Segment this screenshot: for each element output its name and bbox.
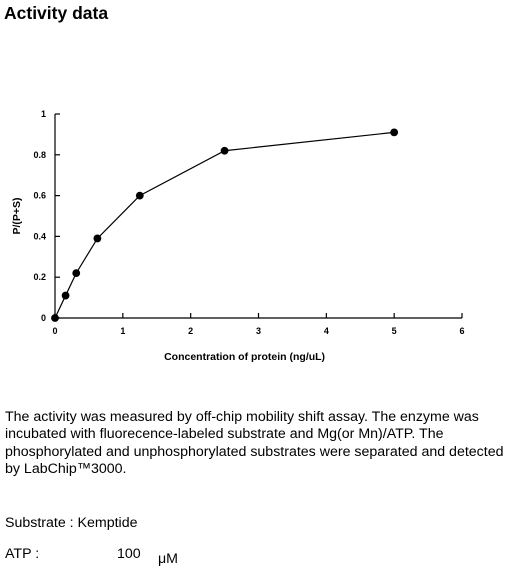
y-tick-label: 0.2: [33, 272, 46, 282]
data-point: [220, 146, 229, 155]
x-axis-ticks: 0 1 2 3 4 5 6: [52, 313, 465, 336]
x-tick-label: 3: [256, 326, 261, 336]
x-tick-label: 1: [120, 326, 125, 336]
series-line: [54, 131, 395, 319]
data-point: [72, 269, 81, 278]
x-tick-label: 5: [392, 326, 397, 336]
atp-value: 100: [117, 546, 141, 562]
x-tick-label: 6: [459, 326, 464, 336]
data-point: [61, 291, 70, 300]
y-tick-label: 0: [41, 313, 46, 323]
activity-chart: 0 0.2 0.4 0.6 0.8 1 0 1 2 3 4 5 6 P/(P+S) Concentra…: [11, 109, 465, 363]
atp-unit: μM: [158, 551, 178, 567]
y-tick-label: 0.6: [33, 191, 46, 201]
section-title: Activity data: [4, 3, 109, 23]
data-points: [51, 128, 399, 322]
x-tick-label: 4: [324, 326, 329, 336]
substrate-line: Substrate : Kemptide: [5, 515, 138, 531]
chart-axes: [54, 114, 462, 319]
atp-label: ATP :: [5, 546, 40, 562]
x-axis-label: Concentration of protein (ng/uL): [164, 351, 325, 363]
assay-description: The activity was measured by off-chip mo…: [5, 409, 504, 477]
x-tick-label: 2: [188, 326, 193, 336]
y-axis-ticks: 0 0.2 0.4 0.6 0.8 1: [33, 109, 60, 323]
y-tick-label: 0.8: [33, 150, 46, 160]
y-tick-label: 0.4: [33, 231, 46, 241]
x-tick-label: 0: [52, 326, 57, 336]
data-point: [51, 314, 59, 322]
data-point: [390, 128, 399, 137]
data-point: [93, 234, 102, 243]
y-tick-label: 1: [41, 109, 46, 119]
data-point: [135, 191, 144, 200]
y-axis-label: P/(P+S): [11, 197, 23, 234]
